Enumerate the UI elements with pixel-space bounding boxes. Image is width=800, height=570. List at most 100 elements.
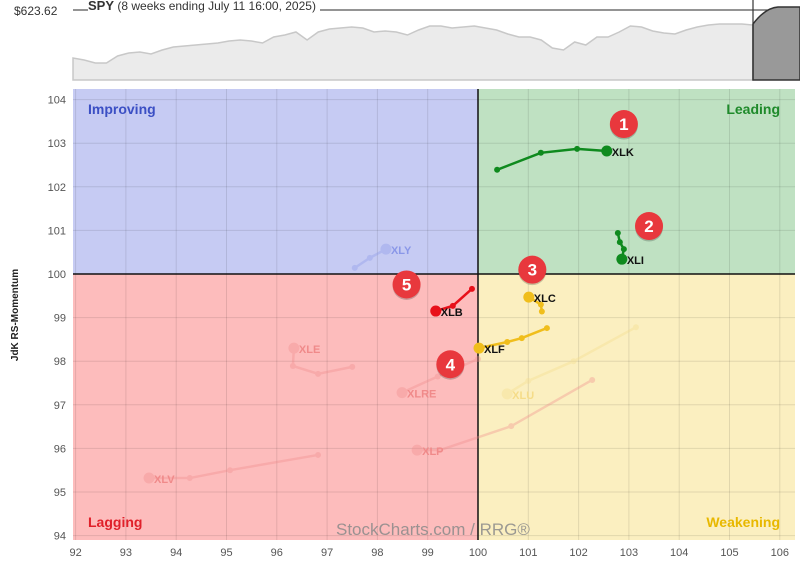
tail-point — [508, 423, 515, 430]
tail-line — [149, 453, 319, 480]
x-tick-label: 104 — [670, 547, 688, 559]
x-tick-label: 103 — [620, 547, 638, 559]
tail-point — [468, 285, 475, 292]
series-xle — [288, 342, 356, 377]
series-label: XLRE — [407, 389, 436, 401]
badge-number: 2 — [644, 217, 653, 236]
tail-point — [186, 475, 193, 482]
y-tick-label: 94 — [54, 531, 66, 543]
y-tick-label: 103 — [48, 138, 66, 150]
x-tick-label: 94 — [170, 547, 182, 559]
y-tick-label: 100 — [48, 269, 66, 281]
x-tick-label: 92 — [69, 547, 81, 559]
tail-point — [289, 362, 296, 369]
spy-area — [72, 23, 754, 81]
y-tick-label: 98 — [54, 356, 66, 368]
tail-line — [354, 248, 387, 269]
quadrant-label-improving: Improving — [88, 101, 156, 117]
series-label: XLF — [484, 344, 505, 356]
x-tick-label: 100 — [469, 547, 487, 559]
x-tick-label: 101 — [519, 547, 537, 559]
annotation-badge: 1 — [609, 110, 638, 140]
y-tick-label: 95 — [54, 487, 66, 499]
series-xlu — [501, 324, 639, 400]
tail-point — [518, 335, 525, 342]
badge-circle — [436, 350, 465, 379]
head-point — [143, 472, 155, 484]
series-label: XLP — [422, 446, 443, 458]
head-point — [523, 291, 535, 303]
y-tick-label: 101 — [48, 225, 66, 237]
tail-point — [436, 447, 443, 454]
quadrant-lagging — [73, 274, 478, 540]
head-point — [411, 444, 423, 456]
head-point — [430, 305, 442, 317]
tail-line — [401, 357, 479, 394]
tail-point — [494, 166, 501, 173]
tail-point — [227, 467, 234, 474]
tail-point — [543, 325, 550, 332]
series-xlre — [396, 356, 481, 399]
watermark: StockCharts.com / RRG® — [336, 520, 530, 539]
y-tick-label: 97 — [54, 400, 66, 412]
x-tick-label: 99 — [422, 547, 434, 559]
tail-line — [496, 147, 607, 171]
series-label: XLV — [154, 474, 175, 486]
badge-circle — [392, 270, 421, 299]
annotation-badge: 4 — [436, 350, 465, 380]
x-tick-label: 105 — [720, 547, 738, 559]
tail-point — [589, 376, 596, 383]
annotation-badge: 3 — [518, 255, 547, 286]
badge-number: 1 — [619, 115, 628, 134]
series-label: XLU — [512, 390, 534, 402]
tail-line — [291, 348, 353, 376]
tail-point — [315, 451, 322, 458]
badge-circle — [609, 110, 638, 139]
y-tick-label: 96 — [54, 443, 66, 455]
spy-title: SPY (8 weeks ending July 11 16:00, 2025) — [88, 0, 320, 13]
tail-point — [537, 301, 544, 308]
head-point — [616, 253, 628, 265]
tail-point — [570, 358, 577, 365]
x-tick-label: 98 — [371, 547, 383, 559]
head-point — [501, 388, 513, 400]
x-tick-label: 106 — [771, 547, 789, 559]
badge-number: 5 — [402, 275, 411, 294]
tail-point — [616, 239, 623, 246]
tail-line — [478, 326, 548, 350]
series-xlk — [494, 145, 613, 173]
head-point — [473, 342, 485, 354]
tail-point — [504, 339, 511, 346]
tail-point — [449, 302, 456, 309]
badge-circle — [518, 255, 547, 284]
series-label: XLB — [441, 307, 463, 319]
spy-price: $623.62 — [14, 4, 58, 18]
series-xli — [614, 230, 628, 265]
spy-current-area — [752, 6, 800, 81]
badge-circle — [635, 212, 664, 241]
quadrant-label-weakening: Weakening — [706, 514, 780, 530]
series-xlp — [411, 376, 596, 456]
tail-point — [614, 230, 621, 237]
tail-point — [315, 370, 322, 377]
quadrant-weakening — [478, 274, 795, 540]
tail-line — [506, 326, 637, 395]
series-xlf — [473, 325, 550, 354]
quadrant-label-lagging: Lagging — [88, 514, 142, 530]
quadrant-label-leading: Leading — [726, 101, 780, 117]
series-xlc — [523, 291, 545, 315]
annotation-badge: 2 — [635, 212, 664, 242]
tail-point — [349, 363, 356, 370]
y-tick-label: 102 — [48, 182, 66, 194]
series-label: XLK — [612, 147, 634, 159]
tail-point — [632, 324, 639, 331]
tail-point — [351, 264, 358, 271]
series-xly — [351, 243, 392, 271]
tail-point — [475, 356, 481, 363]
badge-number: 3 — [528, 261, 537, 280]
x-tick-label: 102 — [569, 547, 587, 559]
series-xlb — [430, 285, 475, 317]
series-label: XLC — [534, 293, 556, 305]
spy-period: (8 weeks ending July 11 16:00, 2025) — [117, 0, 316, 13]
